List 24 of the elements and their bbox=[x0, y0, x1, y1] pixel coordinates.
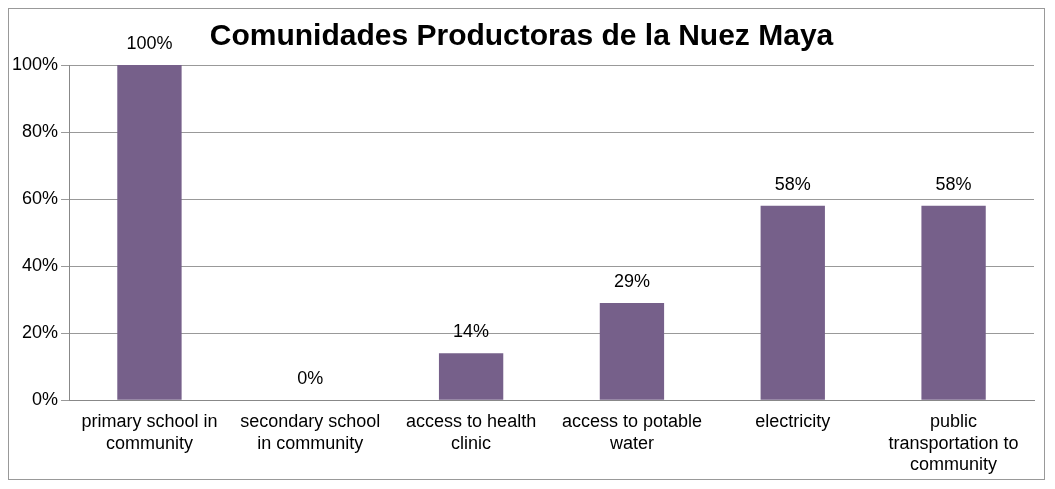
bar bbox=[599, 302, 665, 400]
x-tick-label: access to health clinic bbox=[406, 410, 537, 453]
y-tick-label: 100% bbox=[11, 53, 59, 74]
data-label: 100% bbox=[126, 32, 173, 53]
y-tick-label: 60% bbox=[22, 188, 59, 209]
bar bbox=[438, 353, 504, 400]
data-label: 58% bbox=[774, 173, 811, 194]
chart-title: Comunidades Productoras de la Nuez Maya bbox=[209, 18, 834, 52]
data-label: 58% bbox=[935, 173, 972, 194]
x-tick-label: primary school in community bbox=[81, 410, 218, 453]
data-label: 14% bbox=[453, 321, 490, 342]
y-tick-label: 40% bbox=[22, 255, 59, 276]
data-label: 29% bbox=[613, 270, 650, 291]
y-tick-label: 20% bbox=[22, 322, 59, 343]
bar bbox=[760, 205, 825, 400]
x-tick-label: public transportation to community bbox=[888, 410, 1019, 475]
y-tick-label: 0% bbox=[32, 389, 59, 410]
bar bbox=[117, 65, 182, 400]
x-tick-label: secondary school in community bbox=[240, 410, 381, 453]
x-tick-label: electricity bbox=[755, 410, 831, 431]
y-tick-label: 80% bbox=[22, 121, 59, 142]
bar bbox=[921, 205, 986, 400]
x-tick-label: access to potable water bbox=[561, 410, 702, 453]
data-label: 0% bbox=[297, 368, 324, 389]
